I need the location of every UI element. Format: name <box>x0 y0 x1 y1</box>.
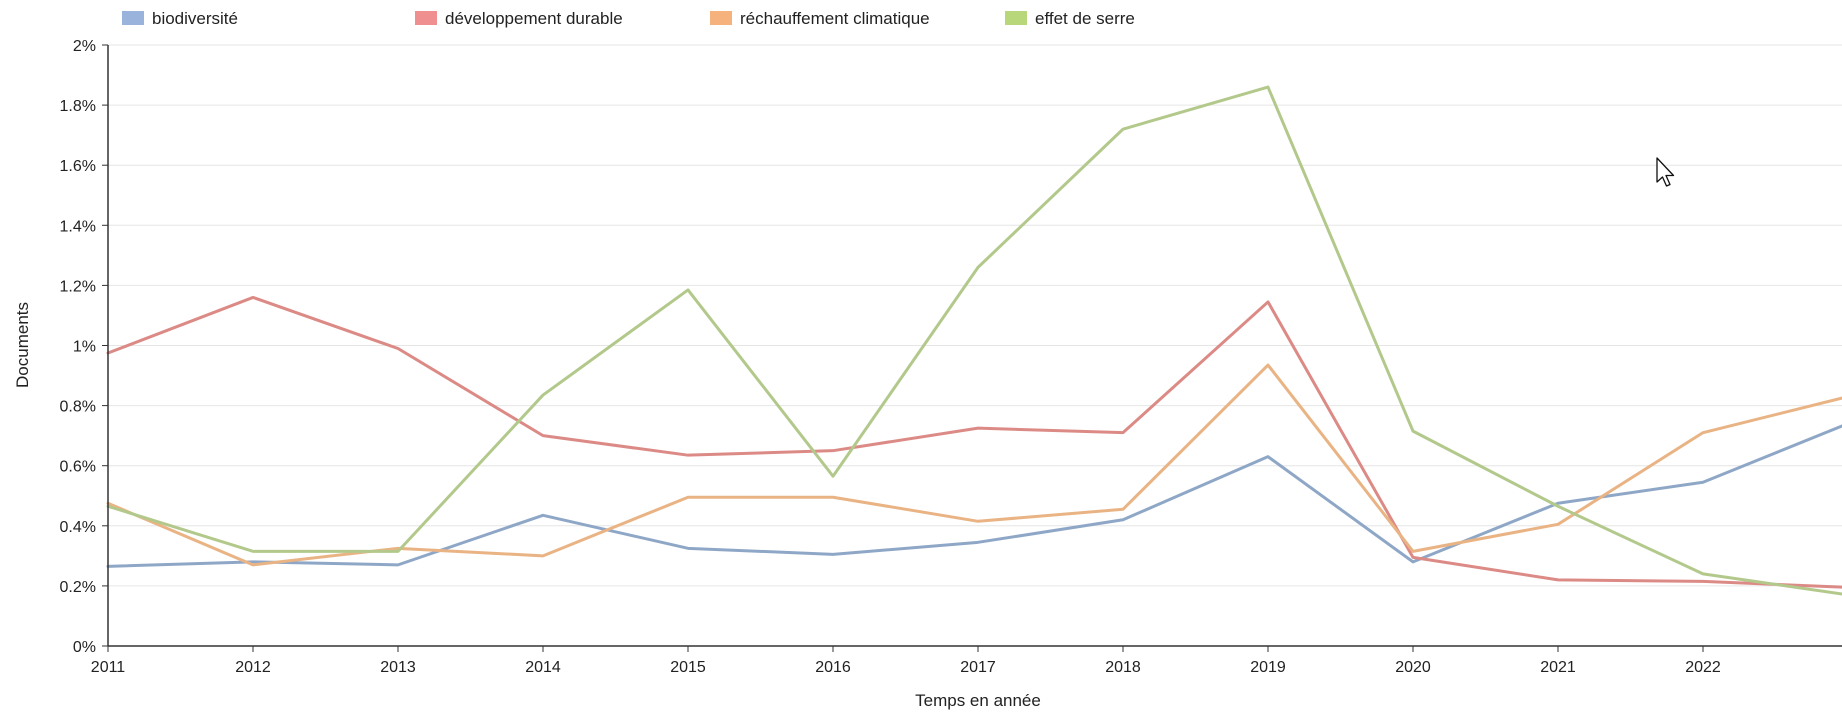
y-tick-label: 0% <box>73 639 96 656</box>
legend-swatch <box>415 11 437 25</box>
y-tick-label: 0.8% <box>60 399 96 416</box>
x-tick-label: 2021 <box>1540 659 1576 676</box>
legend-label: effet de serre <box>1035 9 1135 28</box>
legend: biodiversité développement durable réchauf… <box>122 9 1135 28</box>
legend-swatch <box>122 11 144 25</box>
mouse-cursor-icon <box>1657 158 1674 186</box>
y-tick-label: 0.6% <box>60 459 96 476</box>
x-tick-label: 2014 <box>525 659 561 676</box>
y-tick-label: 2% <box>73 38 96 55</box>
legend-item[interactable]: biodiversité <box>122 9 238 28</box>
y-tick-label: 1.2% <box>60 278 96 295</box>
legend-label: réchauffement climatique <box>740 9 930 28</box>
x-tick-label: 2011 <box>91 659 126 676</box>
y-tick-labels: 0% 0.2% 0.4% 0.6% 0.8% 1% 1.2% 1.4% 1.6% 1.8% 2% <box>60 38 108 656</box>
y-axis-title: Documents <box>13 302 32 388</box>
series-line-4 <box>108 87 1842 595</box>
x-tick-label: 2019 <box>1250 659 1286 676</box>
legend-item[interactable]: effet de serre <box>1005 9 1135 28</box>
x-tick-label: 2015 <box>670 659 706 676</box>
y-tick-label: 1.6% <box>60 158 96 175</box>
y-tick-label: 0.4% <box>60 519 96 536</box>
x-tick-label: 2013 <box>380 659 416 676</box>
series-line-3 <box>108 365 1842 565</box>
y-tick-label: 1% <box>73 339 96 356</box>
x-tick-label: 2020 <box>1395 659 1431 676</box>
gridlines <box>108 45 1842 586</box>
y-tick-label: 1.8% <box>60 98 96 115</box>
legend-item[interactable]: développement durable <box>415 9 623 28</box>
x-tick-labels: 2011 2012 2013 2014 2015 2016 2017 2018 2019 2020… <box>91 646 1721 676</box>
x-tick-label: 2012 <box>235 659 271 676</box>
legend-swatch <box>1005 11 1027 25</box>
x-tick-label: 2022 <box>1685 659 1721 676</box>
series-lines <box>108 87 1842 595</box>
x-tick-label: 2017 <box>960 659 996 676</box>
y-tick-label: 0.2% <box>60 579 96 596</box>
x-tick-label: 2016 <box>815 659 851 676</box>
legend-label: développement durable <box>445 9 623 28</box>
legend-swatch <box>710 11 732 25</box>
x-axis-title: Temps en année <box>915 691 1041 710</box>
legend-item[interactable]: réchauffement climatique <box>710 9 930 28</box>
x-tick-label: 2018 <box>1105 659 1141 676</box>
y-tick-label: 1.4% <box>60 218 96 235</box>
legend-label: biodiversité <box>152 9 238 28</box>
series-line-1 <box>108 424 1842 567</box>
